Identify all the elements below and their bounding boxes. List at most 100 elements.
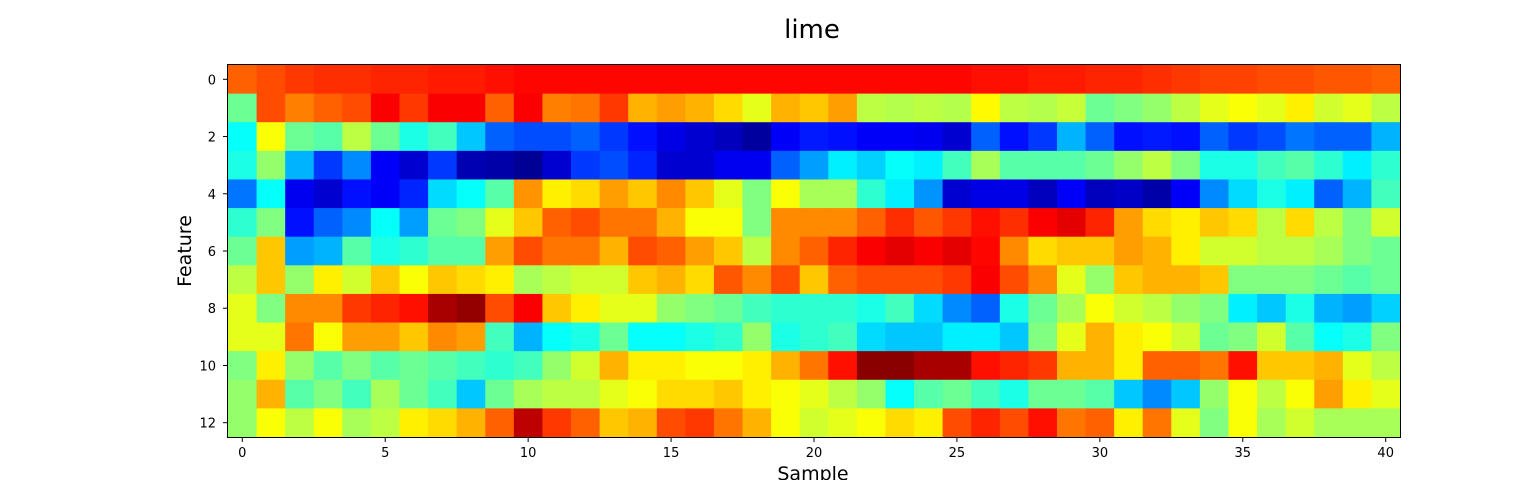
heatmap-cell <box>1228 93 1258 123</box>
x-tick-label: 15 <box>663 446 680 461</box>
heatmap-cell <box>1085 408 1115 438</box>
heatmap-cell <box>971 322 1001 352</box>
heatmap-cell <box>656 236 686 266</box>
heatmap-cell <box>1314 179 1344 209</box>
heatmap-cell <box>1085 150 1115 181</box>
heatmap-cell <box>1142 351 1172 381</box>
heatmap-cell <box>1114 322 1144 352</box>
heatmap-cell <box>285 208 315 238</box>
heatmap-cell <box>1342 408 1373 438</box>
heatmap-cell <box>1285 122 1315 152</box>
y-axis-label: Feature <box>174 215 196 287</box>
heatmap-cell <box>971 379 1001 409</box>
heatmap-cell <box>485 93 515 123</box>
heatmap-cell <box>370 93 401 123</box>
x-tick-label: 0 <box>238 446 246 461</box>
heatmap-cell <box>513 122 544 152</box>
heatmap-cell <box>1114 408 1144 438</box>
heatmap-cell <box>228 408 258 438</box>
heatmap-cell <box>1142 122 1172 152</box>
heatmap-cell <box>1228 65 1258 95</box>
heatmap-cell <box>370 322 401 352</box>
heatmap-cell <box>1228 293 1258 324</box>
heatmap-cell <box>1342 293 1373 324</box>
heatmap-cell <box>1199 293 1230 324</box>
heatmap-cell <box>799 236 829 266</box>
heatmap-cell <box>628 93 658 123</box>
heatmap-cell <box>428 293 458 324</box>
heatmap-cell <box>399 122 429 152</box>
heatmap-cell <box>285 122 315 152</box>
heatmap-cell <box>370 265 401 295</box>
heatmap-cell <box>1114 351 1144 381</box>
heatmap-cell <box>228 150 258 181</box>
y-tick-label: 12 <box>199 417 216 432</box>
heatmap-cell <box>1342 179 1373 209</box>
heatmap-cell <box>285 65 315 95</box>
heatmap-cell <box>1199 351 1230 381</box>
heatmap-cell <box>1056 208 1087 238</box>
heatmap-cell <box>713 265 744 295</box>
heatmap-cell <box>456 150 486 181</box>
heatmap-cell <box>856 379 887 409</box>
heatmap-cell <box>599 179 629 209</box>
heatmap-cell <box>1085 265 1115 295</box>
heatmap-cell <box>856 236 887 266</box>
heatmap-cell <box>1056 122 1087 152</box>
heatmap-cell <box>513 379 544 409</box>
heatmap-cell <box>685 150 715 181</box>
heatmap-cell <box>771 208 801 238</box>
heatmap-cell <box>513 322 544 352</box>
heatmap-cell <box>485 122 515 152</box>
heatmap-cell <box>1199 65 1230 95</box>
heatmap-cell <box>1085 351 1115 381</box>
heatmap-cell <box>256 65 286 95</box>
heatmap-cell <box>1085 236 1115 266</box>
heatmap-cell <box>542 122 572 152</box>
heatmap-cell <box>542 351 572 381</box>
heatmap-cell <box>856 408 887 438</box>
heatmap-cell <box>1056 265 1087 295</box>
heatmap-cell <box>571 265 601 295</box>
heatmap-cell <box>542 265 572 295</box>
y-tick-label: 8 <box>208 302 216 317</box>
heatmap-cell <box>256 93 286 123</box>
heatmap-cell <box>285 93 315 123</box>
heatmap-cell <box>370 179 401 209</box>
heatmap-cell <box>999 351 1029 381</box>
heatmap-cell <box>542 179 572 209</box>
heatmap-cell <box>1342 208 1373 238</box>
heatmap-cell <box>828 265 858 295</box>
heatmap-cell <box>885 322 915 352</box>
heatmap-cell <box>228 265 258 295</box>
heatmap-cell <box>742 408 772 438</box>
heatmap-cell <box>342 93 372 123</box>
heatmap-cell <box>1142 65 1172 95</box>
heatmap-cell <box>485 208 515 238</box>
heatmap-cell <box>799 408 829 438</box>
heatmap-cell <box>828 408 858 438</box>
heatmap-cell <box>771 293 801 324</box>
heatmap-cell <box>1056 179 1087 209</box>
heatmap-cell <box>1257 150 1287 181</box>
heatmap-cell <box>971 65 1001 95</box>
heatmap-cell <box>799 322 829 352</box>
heatmap-cell <box>1314 293 1344 324</box>
heatmap-cell <box>1285 208 1315 238</box>
heatmap-cell <box>370 351 401 381</box>
heatmap-cell <box>1028 379 1058 409</box>
heatmap-cell <box>971 236 1001 266</box>
heatmap-cell <box>599 351 629 381</box>
heatmap-cell <box>228 65 258 95</box>
heatmap-cell <box>428 93 458 123</box>
heatmap-cell <box>1114 236 1144 266</box>
heatmap-cell <box>370 408 401 438</box>
heatmap-cell <box>1371 265 1401 295</box>
heatmap-cell <box>856 265 887 295</box>
heatmap-cell <box>1171 408 1201 438</box>
heatmap-cell <box>828 65 858 95</box>
heatmap-cell <box>370 379 401 409</box>
heatmap-cell <box>1114 179 1144 209</box>
heatmap-cell <box>228 179 258 209</box>
heatmap-cell <box>1228 351 1258 381</box>
